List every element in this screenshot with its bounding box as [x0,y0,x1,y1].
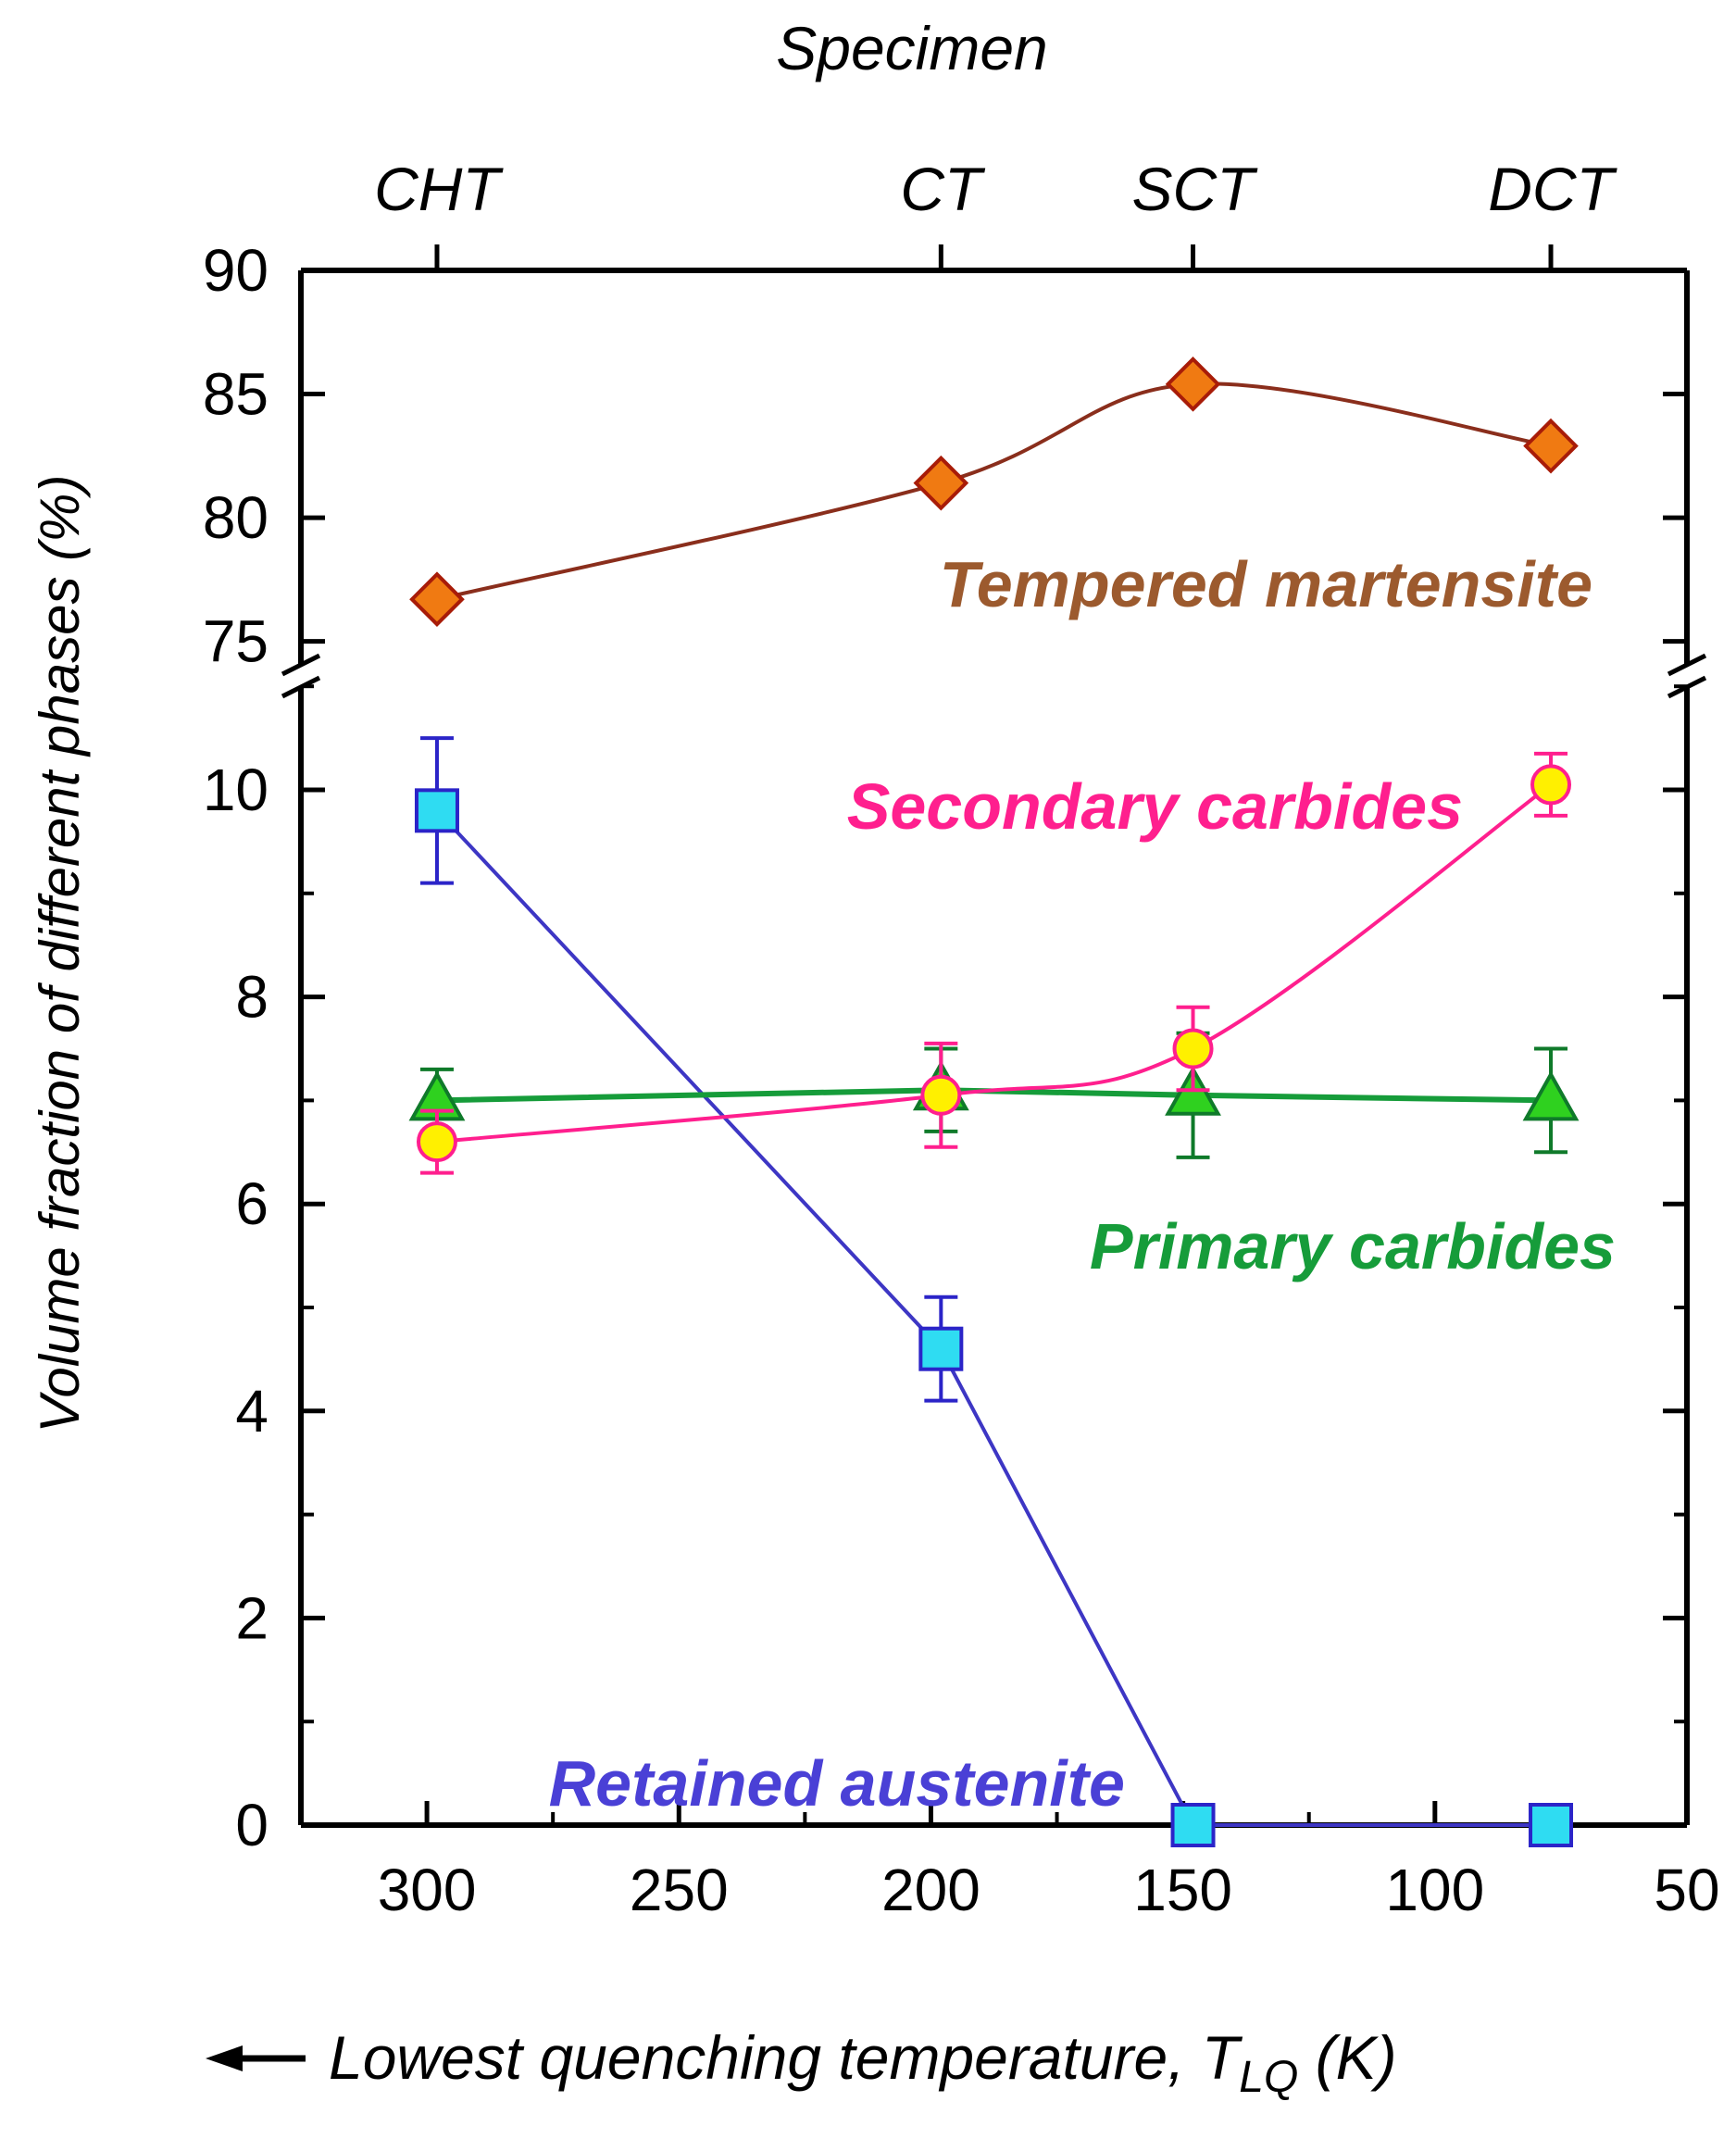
x-tick-label: 50 [1654,1857,1719,1923]
top-axis-title: Specimen [776,14,1048,82]
series-label-tempered-martensite: Tempered martensite [940,548,1592,620]
data-point [1529,1803,1574,1847]
y-tick-label: 6 [235,1170,269,1237]
data-point [918,1326,964,1371]
data-point [1523,418,1579,474]
series-secondary-carbides [416,751,1572,1175]
data-point [1172,1028,1214,1070]
x-axis-title: Lowest quenching temperature, TLQ (K) [206,2023,1397,2102]
y-tick-label: 2 [235,1584,269,1651]
series-label-primary-carbides: Primary carbides [1090,1210,1616,1282]
x-tick-label: 200 [881,1857,980,1923]
data-point [1530,764,1572,806]
y-tick-label: 0 [235,1792,269,1858]
data-point [1165,356,1221,412]
x-axis-title-symbol: T [1202,2023,1243,2092]
axis-break-mark [281,653,321,677]
left-arrow-icon [206,2045,306,2071]
x-tick-label: 250 [630,1857,729,1923]
plot-frame [281,268,1707,1828]
series-label-retained-austenite: Retained austenite [549,1747,1125,1820]
series-layer [408,356,1580,1847]
x-axis-title-prefix: Lowest quenching temperature, [329,2023,1202,2092]
x-axis-title-subscript: LQ [1239,2053,1298,2102]
series-line [436,382,1552,602]
data-point [913,455,969,511]
y-upper-tick-label: 75 [203,608,269,675]
data-point [416,1121,457,1163]
y-axis-title: Volume fraction of different phases (%) [29,475,91,1433]
axis-break-mark [1667,653,1707,677]
axis-ticks: 300 250 200 150 100 50 CHT CT SCT DCT 0 2 4 6 8 10 75 80 8… [203,155,1720,1923]
series-label-secondary-carbides: Secondary carbides [847,770,1463,843]
series-line [436,1087,1552,1104]
data-point [409,571,465,628]
y-upper-tick-label: 90 [203,237,269,304]
series-line [436,782,1553,1145]
data-point [1170,1803,1216,1847]
series-line [435,808,1552,1827]
x-axis-title-text: Lowest quenching temperature, TLQ (K) [329,2023,1397,2102]
x-axis-title-unit: (K) [1298,2023,1396,2092]
labels-layer: Tempered martensite Secondary carbides Pri… [549,548,1616,1820]
top-tick-label: CHT [374,155,504,223]
y-tick-label: 4 [235,1378,269,1445]
top-tick-label: DCT [1488,155,1617,223]
series-tempered-martensite [409,356,1579,628]
series-primary-carbides [408,1031,1580,1159]
x-tick-label: 300 [378,1857,477,1923]
top-tick-label: SCT [1132,155,1259,223]
y-upper-tick-label: 85 [203,361,269,428]
data-point [920,1074,962,1116]
data-point [414,788,459,833]
top-tick-label: CT [900,155,986,223]
y-tick-label: 8 [235,964,269,1031]
y-tick-label: 10 [203,757,269,823]
x-tick-label: 100 [1385,1857,1484,1923]
series-retained-austenite [414,736,1574,1847]
y-upper-tick-label: 80 [203,484,269,551]
data-point [1522,1070,1580,1121]
x-tick-label: 150 [1133,1857,1232,1923]
